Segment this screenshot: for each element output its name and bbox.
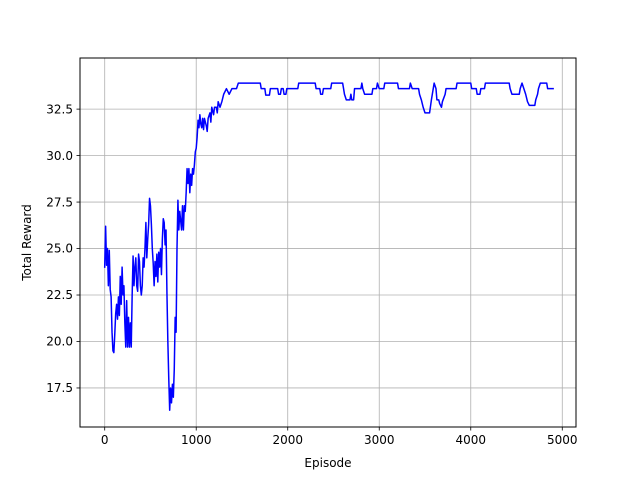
x-tick-label: 4000	[455, 433, 486, 447]
y-tick-label: 27.5	[46, 195, 73, 209]
y-tick-label: 22.5	[46, 288, 73, 302]
x-tick-label: 5000	[547, 433, 578, 447]
y-axis-label: Total Reward	[20, 204, 34, 282]
x-tick-label: 2000	[272, 433, 303, 447]
x-tick-label: 0	[101, 433, 109, 447]
x-tick-label: 3000	[364, 433, 395, 447]
series-layer	[103, 82, 554, 412]
x-tick-label: 1000	[181, 433, 212, 447]
grid-lines	[80, 58, 576, 427]
y-tick-label: 17.5	[46, 381, 73, 395]
plot-frame	[79, 57, 577, 428]
x-axis: 0 1000 2000 3000 4000 5000	[101, 427, 578, 447]
series-line	[103, 82, 554, 412]
y-axis: 17.5 20.0 22.5 25.0 27.5 30.0 32.5	[46, 102, 80, 395]
y-tick-label: 32.5	[46, 102, 73, 116]
y-tick-label: 20.0	[46, 335, 73, 349]
x-axis-label: Episode	[304, 456, 351, 470]
y-tick-label: 30.0	[46, 149, 73, 163]
y-tick-label: 25.0	[46, 242, 73, 256]
